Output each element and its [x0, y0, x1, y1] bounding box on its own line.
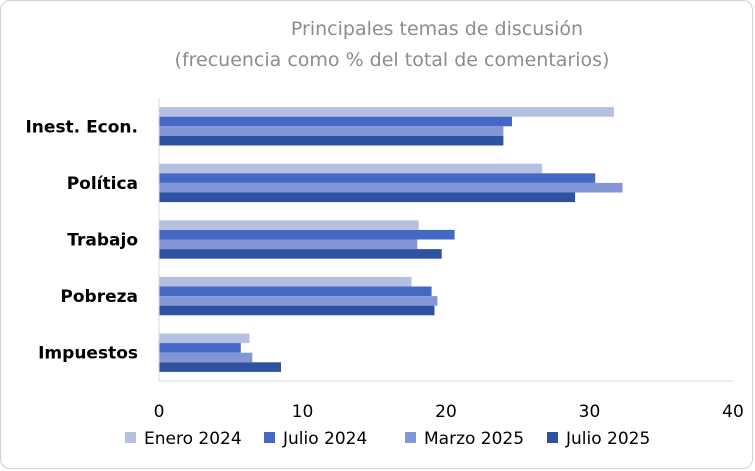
bar-4-series-4 [159, 305, 435, 316]
legend-label: Julio 2025 [565, 429, 650, 449]
bar-2-series-3 [159, 182, 623, 193]
bar-2-series-4 [159, 192, 576, 203]
legend-label: Julio 2024 [282, 429, 367, 449]
bar-5-series-1 [159, 333, 250, 344]
x-tick-label: 20 [435, 402, 457, 422]
legend-swatch [405, 432, 416, 443]
bar-3-series-3 [159, 239, 418, 250]
bar-1-series-2 [159, 116, 512, 127]
bar-5-series-4 [159, 362, 281, 372]
legend-swatch [264, 432, 275, 443]
legend-swatch [125, 432, 136, 443]
bar-1-series-3 [159, 126, 504, 136]
legend-label: Enero 2024 [144, 429, 242, 449]
bar-3-series-4 [159, 249, 442, 259]
category-label: Trabajo [67, 231, 138, 251]
category-label: Pobreza [60, 287, 138, 307]
bar-1-series-4 [159, 135, 504, 146]
chart-title: Principales temas de discusión [291, 18, 583, 40]
bar-3-series-1 [159, 220, 419, 230]
legend: Enero 2024 Julio 2024 Marzo 2025 Julio 2025 [125, 429, 650, 449]
bar-2-series-1 [159, 163, 543, 174]
legend-swatch [547, 432, 558, 443]
x-tick-label: 0 [154, 402, 165, 422]
bar-4-series-1 [159, 276, 412, 287]
bar-5-series-3 [159, 352, 253, 363]
category-label: Impuestos [38, 344, 138, 364]
x-tick-label: 10 [292, 402, 314, 422]
bar-5-series-2 [159, 343, 241, 353]
bar-2-series-2 [159, 173, 596, 183]
bar-1-series-1 [159, 107, 614, 117]
chart-subtitle: (frecuencia como % del total de comentar… [175, 49, 610, 71]
legend-label: Marzo 2025 [424, 429, 524, 449]
bar-4-series-2 [159, 286, 432, 297]
bar-3-series-2 [159, 229, 455, 240]
bar-4-series-3 [159, 296, 438, 306]
x-tick-label: 40 [722, 402, 744, 422]
category-label: Política [67, 174, 138, 194]
category-label: Inest. Econ. [25, 117, 138, 137]
plot-area: Inest. Econ. Política Trabajo Pobreza Impues… [25, 98, 744, 422]
x-tick-label: 30 [579, 402, 601, 422]
